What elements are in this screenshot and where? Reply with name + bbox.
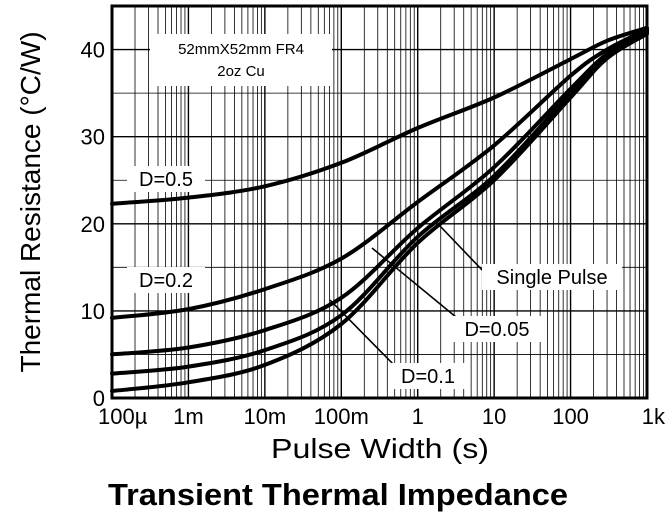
annotation-line-2: 2oz Cu [217, 63, 265, 80]
x-axis-title: Pulse Width (s) [271, 433, 489, 464]
curve-label-d-0-2: D=0.2 [139, 270, 193, 292]
x-tick-label: 10 [482, 404, 506, 429]
x-tick-labels: 100µ 1m 10m 100m 1 10 100 1k [98, 404, 666, 429]
y-tick-label: 0 [93, 386, 105, 411]
x-tick-label: 1k [642, 404, 666, 429]
leader-line-d-0-1 [329, 299, 396, 367]
x-tick-label: 100 [552, 404, 589, 429]
series-line-single-pulse [110, 31, 649, 393]
y-tick-labels: 0 10 20 30 40 [81, 38, 105, 411]
curve-label-d-0-1: D=0.1 [401, 366, 455, 388]
y-axis-title: Thermal Resistance (°C/W) [15, 31, 46, 372]
annotation-line-1: 52mmX52mm FR4 [178, 41, 304, 58]
chart-title: Transient Thermal Impedance [108, 477, 568, 512]
y-tick-label: 30 [81, 125, 105, 150]
curve-labels: D=0.5 D=0.2 D=0.1 D=0.05 Single Pulse [127, 166, 622, 389]
series-line-d-0-1 [110, 28, 649, 357]
curve-label-bg-d-0-05 [453, 316, 541, 342]
y-tick-label: 40 [81, 38, 105, 63]
curve-label-bg-d-0-1 [390, 363, 466, 389]
curve-label-bg-d-0-2 [127, 267, 205, 293]
x-tick-label: 100µ [98, 404, 148, 429]
curve-label-d-0-05: D=0.05 [464, 319, 529, 341]
series-line-d-0-05 [110, 30, 649, 376]
annotation-box [150, 34, 332, 86]
curve-label-single-pulse: Single Pulse [496, 267, 607, 289]
y-tick-label: 10 [81, 299, 105, 324]
leader-line-single-pulse [439, 225, 485, 273]
x-tick-label: 10m [243, 404, 286, 429]
leader-line-d-0-05 [371, 247, 463, 323]
curve-label-bg-d-0-5 [127, 166, 205, 192]
curves [110, 25, 649, 393]
curve-label-bg-single-pulse [482, 264, 622, 290]
curve-label-d-0-5: D=0.5 [139, 169, 193, 191]
x-tick-label: 100m [314, 404, 369, 429]
label-leader-lines [329, 225, 485, 367]
x-tick-label: 1m [173, 404, 204, 429]
y-tick-label: 20 [81, 212, 105, 237]
series-line-d-0-2 [110, 27, 649, 320]
x-tick-label: 1 [412, 404, 424, 429]
series-line-d-0-5 [110, 25, 649, 206]
